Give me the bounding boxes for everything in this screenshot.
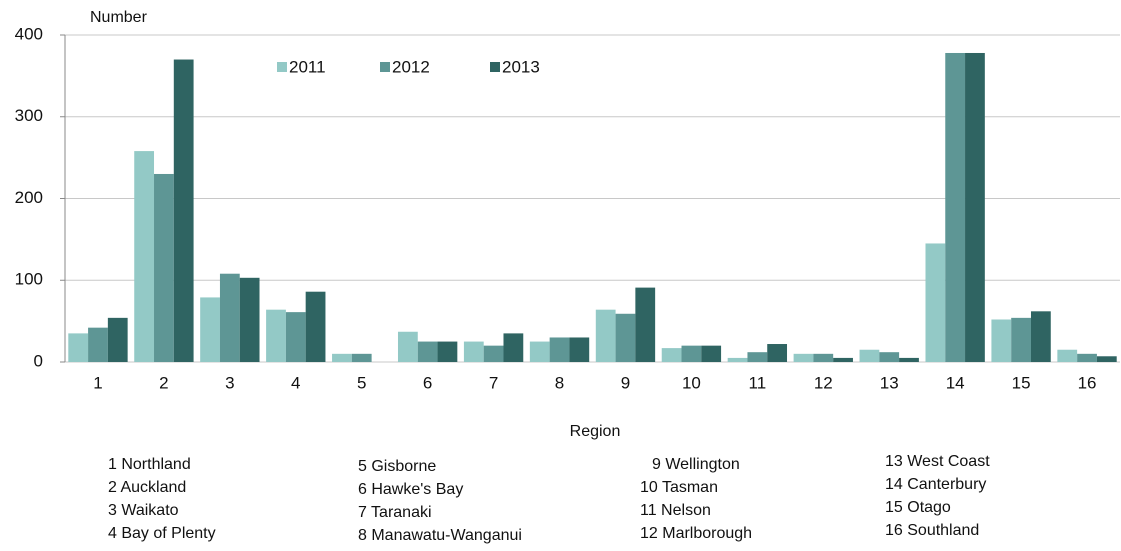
legend-swatch [277,62,287,72]
bar [239,277,260,362]
bar [1077,353,1097,362]
region-key-item: 2 Auckland [108,479,186,496]
bar [417,341,438,362]
region-key-item: 4 Bay of Plenty [108,525,216,542]
region-key-item: 16 Southland [885,522,979,539]
x-tick-label: 6 [423,373,432,392]
region-key-item: 9 Wellington [652,456,740,473]
bar [219,273,240,362]
bar [925,243,946,362]
region-key-item: 1 Northland [108,456,191,473]
bar [397,331,418,362]
bar [266,309,286,362]
bar [1011,317,1031,362]
y-tick-label: 0 [34,351,43,370]
bar [879,352,900,362]
bar [173,59,194,363]
bar [463,341,484,362]
bar [615,313,636,362]
bar [965,52,985,363]
bar [549,337,570,362]
x-tick-label: 2 [159,373,168,392]
bar [793,353,814,362]
bar [813,353,834,362]
bar [1057,349,1078,362]
y-tick-label: 100 [15,270,43,289]
x-tick-label: 11 [749,373,767,392]
bar [727,357,748,362]
bar [285,312,306,362]
bar [154,173,174,362]
x-axis-label: Region [570,423,621,440]
bar [1030,311,1051,362]
x-tick-label: 5 [357,373,366,392]
bar [200,297,220,362]
bar [859,349,880,362]
region-key-item: 14 Canterbury [885,476,986,493]
bar [305,291,326,362]
bar [991,319,1012,362]
region-key-item: 11 Nelson [640,502,711,519]
y-axis-label: Number [90,9,148,26]
region-key-item: 6 Hawke's Bay [358,481,463,498]
x-tick-label: 9 [621,373,630,392]
bar [681,345,702,362]
bar [661,348,682,362]
bar [134,151,155,362]
region-key-item: 15 Otago [885,499,951,516]
bar [767,344,788,362]
x-tick-label: 1 [93,373,102,392]
x-tick-label: 10 [682,373,701,392]
bar [569,337,590,362]
bar [351,353,372,362]
bar [899,357,919,362]
region-key-item: 3 Waikato [108,502,179,519]
legend-label: 2012 [392,57,430,76]
region-key-item: 8 Manawatu-Wanganui [358,527,522,544]
x-tick-label: 8 [555,373,564,392]
region-key-item: 10 Tasman [640,479,718,496]
bar [88,327,108,362]
legend-label: 2013 [502,57,540,76]
legend-label: 2011 [289,57,326,76]
x-tick-label: 14 [946,373,965,392]
y-tick-label: 400 [15,24,43,43]
bar [1096,356,1117,362]
bar [747,352,768,362]
region-key-item: 13 West Coast [885,453,990,470]
bar [503,333,524,362]
bar [945,52,966,363]
bar [483,345,504,362]
bar [107,317,128,362]
x-tick-label: 12 [814,373,833,392]
bar [595,309,616,362]
bar [437,341,458,362]
x-tick-label: 15 [1012,373,1031,392]
bar [332,353,352,362]
x-tick-label: 13 [880,373,899,392]
region-key-item: 7 Taranaki [358,504,432,521]
legend-swatch [380,62,390,72]
bar [833,357,853,362]
x-tick-label: 16 [1078,373,1097,392]
x-tick-label: 3 [225,373,234,392]
x-tick-label: 7 [489,373,498,392]
legend-swatch [490,62,500,72]
bar [635,287,656,362]
bar [701,345,722,362]
region-key-item: 5 Gisborne [358,458,436,475]
region-key-item: 12 Marlborough [640,525,752,542]
y-tick-label: 300 [15,106,43,125]
x-tick-label: 4 [291,373,300,392]
bar [529,341,550,362]
bar [68,333,89,362]
y-tick-label: 200 [15,188,43,207]
